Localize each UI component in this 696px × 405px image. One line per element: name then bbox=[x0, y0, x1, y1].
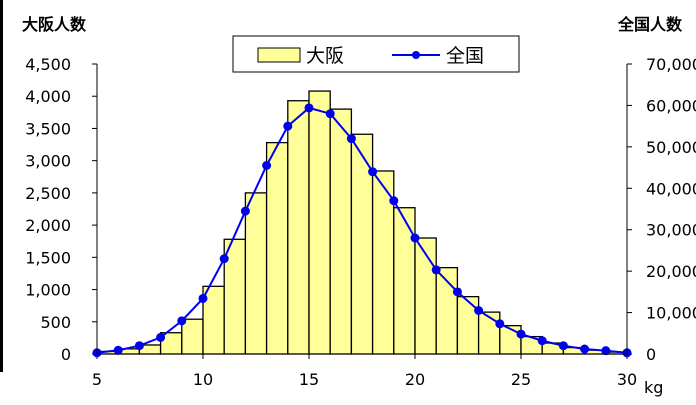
x-tick-label: 10 bbox=[193, 370, 213, 389]
right-tick-label: 40,000 bbox=[646, 179, 696, 198]
left-tick-label: 2,500 bbox=[25, 184, 71, 203]
national-point bbox=[113, 345, 123, 355]
national-point bbox=[240, 206, 250, 216]
bars-group bbox=[96, 90, 628, 355]
national-point bbox=[262, 161, 272, 170]
right-tick-label: 70,000 bbox=[646, 55, 696, 74]
bar bbox=[181, 318, 204, 355]
x-axis-unit: kg bbox=[644, 378, 663, 397]
national-point bbox=[537, 336, 547, 346]
left-tick-label: 0 bbox=[61, 345, 71, 364]
right-tick-label: 20,000 bbox=[646, 262, 696, 281]
national-point bbox=[346, 134, 356, 144]
x-tick-label: 15 bbox=[299, 370, 319, 389]
national-point bbox=[558, 341, 568, 351]
national-point bbox=[516, 329, 526, 339]
left-tick-label: 3,000 bbox=[25, 152, 71, 171]
left-tick-label: 1,000 bbox=[25, 281, 71, 300]
national-point bbox=[410, 233, 420, 243]
national-point bbox=[134, 341, 144, 351]
national-point bbox=[601, 346, 611, 356]
left-tick-label: 4,500 bbox=[25, 55, 71, 74]
left-tick-label: 4,000 bbox=[25, 87, 71, 106]
left-axis-title: 大阪人数 bbox=[22, 15, 87, 34]
legend-label-osaka: 大阪 bbox=[306, 45, 344, 67]
bar bbox=[456, 295, 480, 355]
national-point bbox=[198, 293, 208, 303]
bar bbox=[308, 90, 331, 355]
legend-line-marker bbox=[412, 51, 420, 59]
right-axis-ticks: 0 10,000 20,000 30,000 40,000 50,000 60,000 70,… bbox=[627, 55, 696, 364]
national-point bbox=[283, 121, 293, 131]
national-point bbox=[325, 109, 335, 119]
right-axis-title: 全国人数 bbox=[617, 15, 683, 34]
national-point bbox=[580, 344, 590, 354]
national-point bbox=[452, 287, 462, 297]
left-border-strip bbox=[0, 0, 3, 372]
right-tick-label: 30,000 bbox=[646, 221, 696, 240]
national-point bbox=[304, 103, 314, 113]
bar bbox=[477, 311, 501, 355]
legend-bar-swatch bbox=[257, 47, 301, 63]
x-tick-label: 30 bbox=[617, 370, 637, 389]
x-tick-label: 5 bbox=[92, 370, 102, 389]
x-tick-label: 20 bbox=[405, 370, 425, 389]
right-tick-label: 50,000 bbox=[646, 138, 696, 157]
bar bbox=[244, 192, 268, 355]
x-axis-ticks: 5 10 15 20 25 30 bbox=[92, 354, 637, 389]
national-point bbox=[431, 265, 441, 275]
bar bbox=[287, 100, 310, 355]
national-point bbox=[389, 196, 399, 206]
bar bbox=[393, 207, 416, 355]
legend-label-national: 全国 bbox=[446, 45, 484, 67]
national-point bbox=[156, 332, 166, 342]
left-axis-ticks: 0 500 1,000 1,500 2,000 2,500 3,000 3,500 4,000 4… bbox=[25, 55, 97, 364]
right-tick-label: 10,000 bbox=[646, 304, 696, 323]
right-tick-label: 60,000 bbox=[646, 96, 696, 115]
left-tick-label: 1,500 bbox=[25, 248, 71, 267]
national-point bbox=[495, 319, 505, 329]
x-tick-label: 25 bbox=[511, 370, 531, 389]
left-tick-label: 2,000 bbox=[25, 216, 71, 235]
national-point bbox=[368, 167, 378, 177]
right-tick-label: 0 bbox=[646, 345, 656, 364]
bar bbox=[329, 108, 353, 355]
legend: 大阪 全国 bbox=[232, 35, 520, 73]
national-point bbox=[177, 316, 187, 326]
national-point bbox=[474, 306, 484, 315]
left-tick-label: 500 bbox=[40, 313, 71, 332]
national-point bbox=[219, 254, 229, 264]
bar bbox=[265, 141, 289, 355]
left-tick-label: 3,500 bbox=[25, 119, 71, 138]
line-series-group bbox=[92, 103, 632, 358]
